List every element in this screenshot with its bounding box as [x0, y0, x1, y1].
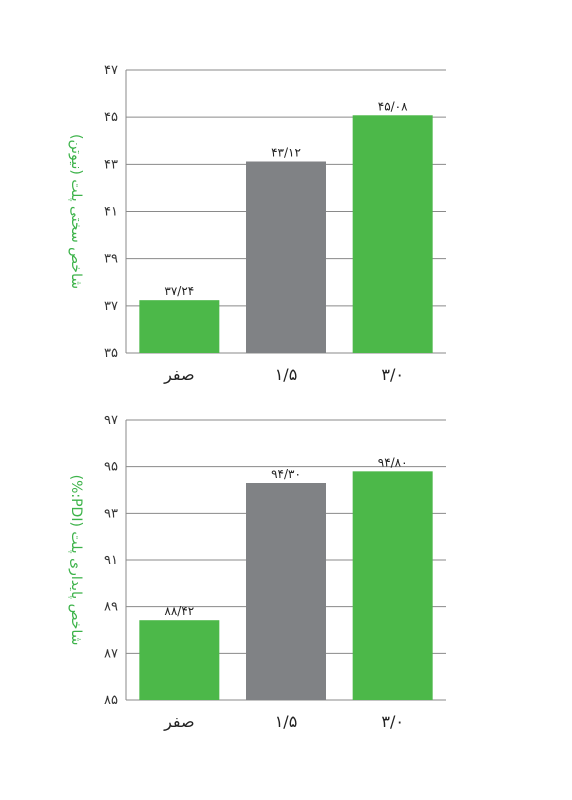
y-tick-label: ۸۵ — [104, 693, 118, 708]
category-label: صفر — [163, 365, 195, 385]
data-label: ۴۳/۱۲ — [271, 146, 301, 160]
y-tick-label: ۸۹ — [104, 600, 118, 615]
y-tick-label: ۳۷ — [104, 299, 118, 314]
pellet-hardness-chart: ۳۵ ۳۷ ۳۹ ۴۱ ۴۳ ۴۵ ۴۷ ۳۷/۲۴ صفر ۴۳/۱۲ ۱/۵ ۴۵/۰۸ ۳/۰ شا… — [0, 40, 572, 400]
y-tick-label: ۹۳ — [104, 506, 118, 521]
category-label: ۳/۰ — [381, 712, 404, 731]
data-label: ۹۴/۳۰ — [271, 467, 301, 481]
y-tick-label: ۴۷ — [104, 63, 118, 78]
y-tick-label: ۸۷ — [104, 646, 118, 661]
data-label: ۸۸/۴۲ — [164, 604, 194, 618]
bar — [352, 471, 433, 700]
y-tick-label: ۹۷ — [104, 413, 118, 428]
y-axis-title: شاخص سختی پلت (نیوتن) — [68, 134, 84, 289]
y-tick-label: ۴۱ — [104, 205, 118, 220]
pellet-hardness-svg: ۳۵ ۳۷ ۳۹ ۴۱ ۴۳ ۴۵ ۴۷ ۳۷/۲۴ صفر ۴۳/۱۲ ۱/۵ ۴۵/۰۸ ۳/۰ شا… — [68, 63, 446, 385]
bar — [246, 161, 326, 353]
y-axis-title: شاخص پایداری پلت (PDI:%) — [68, 475, 84, 646]
bar — [352, 115, 433, 353]
pellet-durability-svg: ۸۵ ۸۷ ۸۹ ۹۱ ۹۳ ۹۵ ۹۷ ۸۸/۴۲ صفر ۹۴/۳۰ ۱/۵ ۹۴/۸۰ ۳/۰ شا… — [68, 413, 446, 732]
y-tick-label: ۳۹ — [104, 252, 118, 267]
bar — [139, 300, 220, 353]
y-tick-label: ۴۵ — [104, 110, 118, 125]
category-label: ۱/۵ — [275, 365, 298, 384]
y-tick-label: ۹۵ — [104, 460, 118, 475]
pellet-durability-chart: ۸۵ ۸۷ ۸۹ ۹۱ ۹۳ ۹۵ ۹۷ ۸۸/۴۲ صفر ۹۴/۳۰ ۱/۵ ۹۴/۸۰ ۳/۰ شا… — [0, 395, 572, 745]
category-label: ۳/۰ — [381, 365, 404, 384]
y-tick-label: ۴۳ — [104, 157, 118, 172]
data-label: ۴۵/۰۸ — [378, 99, 408, 113]
bar — [246, 483, 326, 700]
y-tick-label: ۹۱ — [104, 553, 118, 568]
bar — [139, 620, 220, 700]
y-tick-label: ۳۵ — [104, 346, 118, 361]
data-label: ۹۴/۸۰ — [378, 455, 408, 469]
data-label: ۳۷/۲۴ — [164, 284, 194, 298]
category-label: صفر — [163, 712, 195, 732]
category-label: ۱/۵ — [275, 712, 298, 731]
